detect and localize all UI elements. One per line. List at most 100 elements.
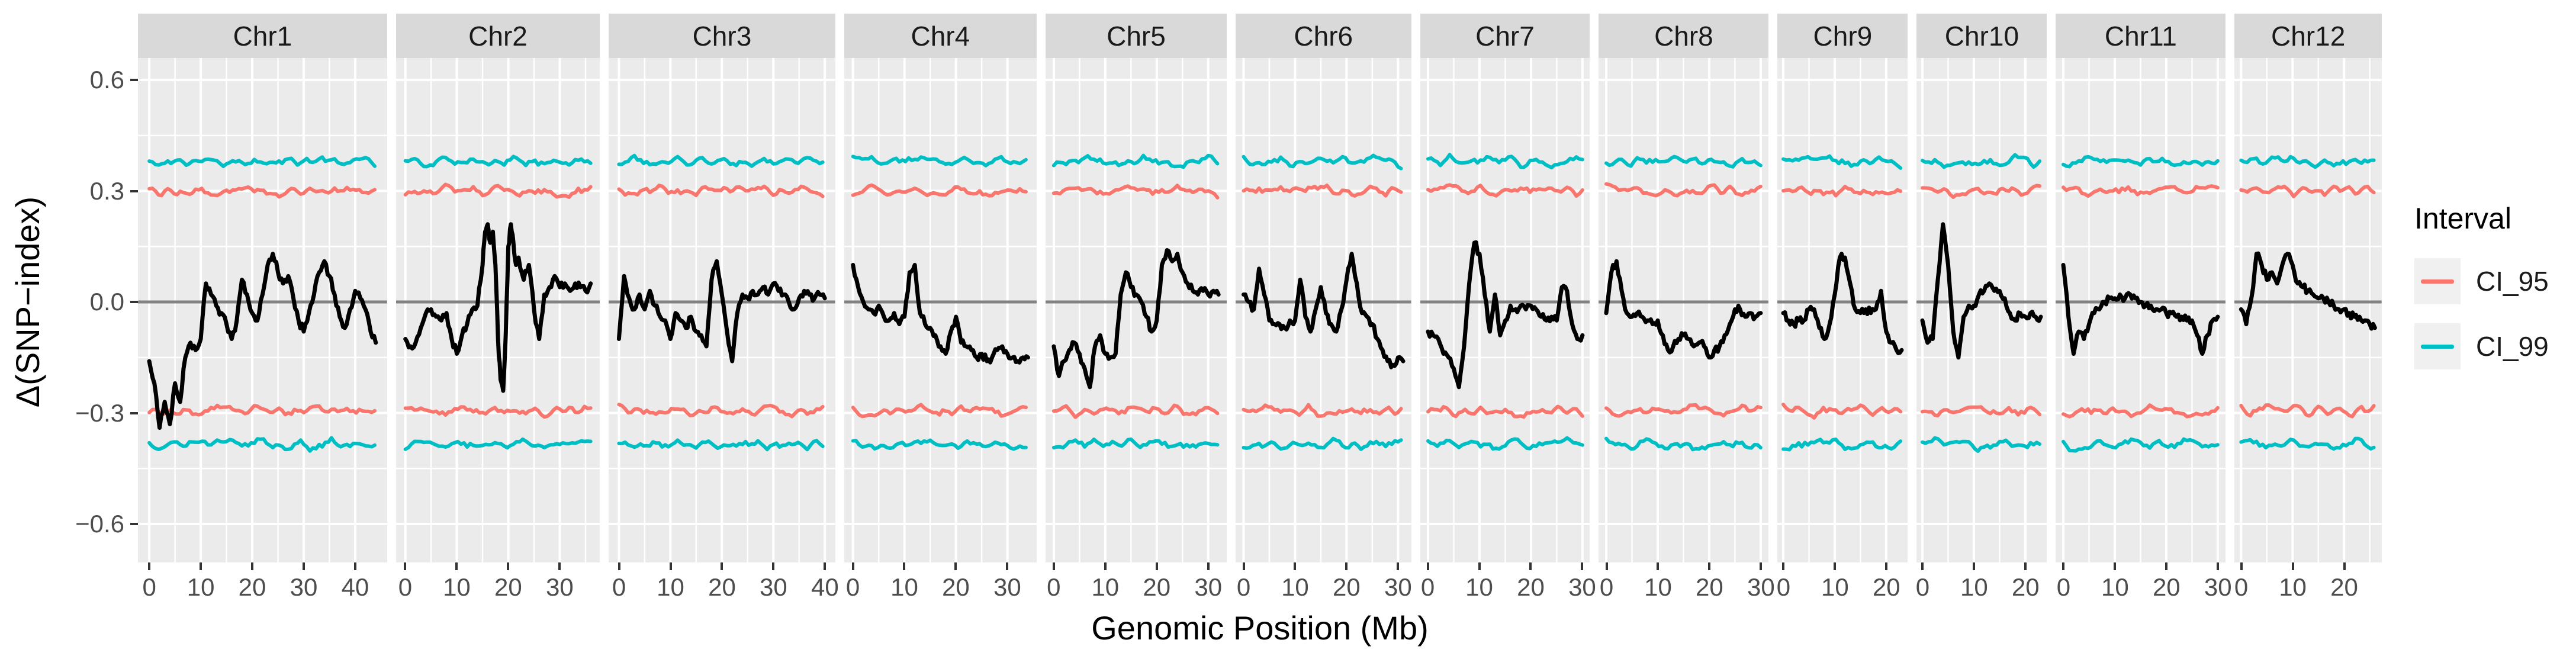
x-tick-label: 0: [1915, 573, 1930, 601]
facet-header-chr2: Chr2: [395, 14, 600, 58]
y-tick-label: −0.6: [75, 510, 124, 538]
ci95-lower-line: [2062, 403, 2220, 419]
facet-plot-svg: [2234, 58, 2382, 562]
x-tick-label: 30: [2204, 573, 2232, 601]
facet-plot-svg: [844, 58, 1037, 562]
delta-snp-index-line: [403, 222, 593, 393]
ci99-lower-line: [1426, 436, 1584, 451]
x-tick-mark: [851, 562, 854, 570]
x-tick-label: 10: [1821, 573, 1849, 601]
ci95-upper-line: [617, 184, 825, 198]
x-tick-label: 20: [1333, 573, 1361, 601]
x-tick-mark: [1708, 562, 1711, 570]
x-tick-mark: [1207, 562, 1210, 570]
ci95-upper-line: [1426, 183, 1584, 198]
legend-key-swatch: [2414, 258, 2461, 304]
x-tick-mark: [772, 562, 775, 570]
delta-snp-index-line: [2061, 263, 2220, 356]
facet-label: Chr11: [2104, 20, 2177, 52]
ci95-upper-line: [403, 182, 593, 199]
x-tick-label: 10: [657, 573, 684, 601]
x-tick-mark: [1345, 562, 1348, 570]
x-tick-mark: [1782, 562, 1785, 570]
x-tick-label: 20: [1696, 573, 1723, 601]
x-tick-mark: [903, 562, 906, 570]
x-tick-label: 0: [1776, 573, 1791, 601]
y-tick-label: 0.0: [89, 288, 124, 316]
x-tick-label: 10: [186, 573, 215, 601]
facet-panel-chr7: [1420, 58, 1590, 562]
x-tick-label: 10: [2279, 573, 2307, 601]
x-tick-label: 30: [1747, 573, 1775, 601]
ci95-lower-line: [1426, 404, 1584, 419]
x-tick-mark: [1657, 562, 1660, 570]
x-tick-label: 20: [2152, 573, 2181, 601]
facet-label: Chr4: [911, 20, 970, 52]
facet-label: Chr7: [1475, 20, 1535, 52]
facet-plot-svg: [395, 58, 600, 562]
ci95-upper-line: [851, 183, 1028, 198]
x-tick-label: 30: [1194, 573, 1223, 601]
delta-snp-index-line: [147, 252, 378, 430]
ci95-lower-line: [1242, 403, 1403, 418]
facet-header-chr4: Chr4: [844, 14, 1037, 58]
x-tick-label: 0: [2234, 573, 2249, 601]
x-tick-label: 10: [2101, 573, 2129, 601]
x-tick-mark: [1155, 562, 1158, 570]
facet-panel-chr5: [1045, 58, 1227, 562]
y-tick-mark: [130, 189, 138, 192]
x-tick-label: 20: [708, 573, 736, 601]
x-tick-label: 10: [1465, 573, 1493, 601]
x-tick-mark: [669, 562, 672, 570]
ci95-lower-line: [147, 403, 377, 417]
ci95-lower-line: [1051, 403, 1220, 419]
x-tick-mark: [2165, 562, 2168, 570]
x-tick-label: 20: [494, 573, 522, 601]
facet-label: Chr2: [468, 20, 528, 52]
facet-panel-chr9: [1777, 58, 1908, 562]
ci95-lower-line: [617, 403, 825, 419]
x-tick-mark: [2217, 562, 2220, 570]
x-tick-label: 20: [2011, 573, 2040, 601]
x-tick-mark: [2114, 562, 2117, 570]
ci99-lower-line: [2239, 436, 2376, 451]
x-tick-mark: [2024, 562, 2027, 570]
ci99-lower-line: [2062, 437, 2220, 453]
x-tick-label: 10: [1960, 573, 1988, 601]
x-tick-label: 0: [1047, 573, 1061, 601]
ci99-lower-line: [851, 438, 1028, 451]
legend-item-ci_99: CI_99: [2414, 323, 2549, 369]
x-tick-mark: [1242, 562, 1245, 570]
ci95-upper-line: [1781, 185, 1903, 198]
legend-title: Interval: [2414, 202, 2511, 235]
x-tick-mark: [1104, 562, 1107, 570]
ci99-upper-line: [403, 155, 593, 169]
x-tick-label: 10: [1644, 573, 1672, 601]
legend-items: CI_95 CI_99: [2414, 258, 2549, 369]
x-tick-label: 0: [1599, 573, 1614, 601]
ci99-lower-line: [617, 438, 825, 452]
x-tick-label: 30: [290, 573, 318, 601]
x-tick-label: 10: [443, 573, 471, 601]
delta-snp-index-line: [1426, 240, 1584, 390]
x-tick-mark: [148, 562, 151, 570]
ci95-lower-line: [2239, 403, 2376, 419]
delta-snp-index-line: [1604, 259, 1763, 360]
x-tick-label: 20: [1143, 573, 1171, 601]
facet-panel-chr10: [1916, 58, 2047, 562]
x-tick-mark: [455, 562, 458, 570]
delta-snp-index-line: [851, 263, 1030, 365]
x-tick-mark: [1834, 562, 1837, 570]
ci95-lower-line: [1921, 405, 2042, 418]
ci99-lower-line: [1781, 437, 1903, 452]
facet-header-chr12: Chr12: [2234, 14, 2382, 58]
x-tick-mark: [824, 562, 826, 570]
facet-plot-svg: [138, 58, 387, 562]
legend-item-label: CI_99: [2476, 331, 2549, 362]
ci95-upper-line: [2239, 184, 2376, 198]
x-tick-label: 0: [1236, 573, 1251, 601]
delta-snp-index-line: [1051, 248, 1221, 390]
facet-plot-svg: [2056, 58, 2226, 562]
ci99-lower-line: [1051, 437, 1220, 450]
